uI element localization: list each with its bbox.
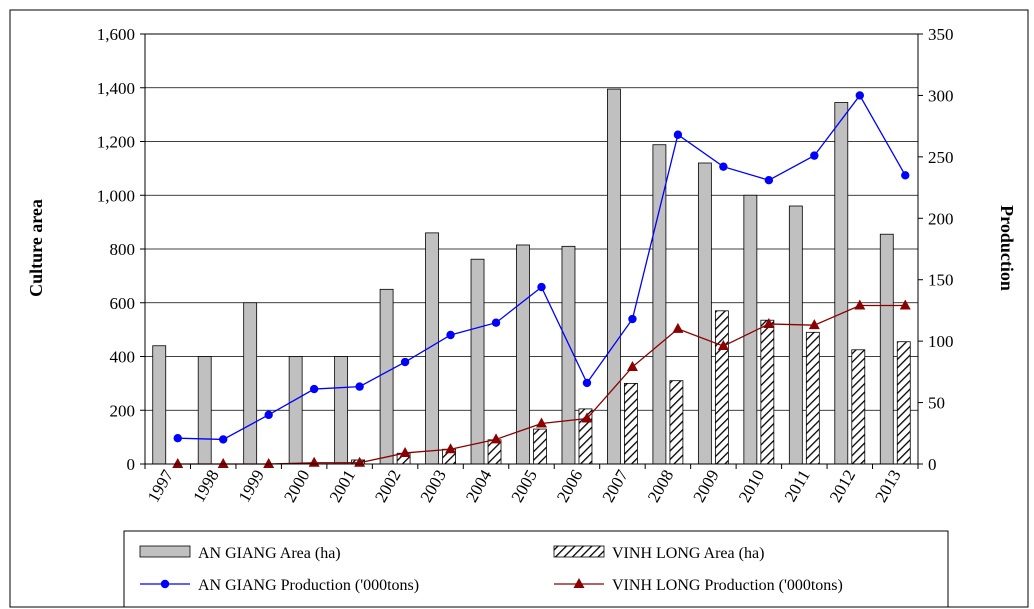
bar <box>152 345 167 465</box>
bar <box>896 341 911 465</box>
legend-label: VINH LONG Production ('000tons) <box>612 577 843 594</box>
y2-axis-title: Production <box>997 205 1017 291</box>
bar <box>743 194 758 465</box>
series-point <box>764 176 774 185</box>
series-point <box>628 314 637 324</box>
series-point <box>808 319 820 330</box>
y2-tick-label: 0 <box>928 455 937 474</box>
bar <box>487 439 502 465</box>
legend-swatch <box>139 545 191 558</box>
y2-tick-label: 250 <box>928 148 954 167</box>
y2-tick-label: 200 <box>928 209 954 228</box>
series-point <box>901 171 910 180</box>
series-point <box>582 378 592 388</box>
series-point <box>217 458 229 468</box>
legend: AN GIANG Area (ha) VINH LONG Area (ha) AN … <box>123 530 949 608</box>
bar <box>624 382 638 465</box>
series-point <box>810 151 819 160</box>
y-tick-label: 1,200 <box>97 133 135 152</box>
bar <box>669 380 684 465</box>
y-tick-label: 600 <box>110 294 136 313</box>
y-tick-label: 0 <box>127 455 136 474</box>
series-point <box>717 340 729 351</box>
bars <box>152 88 911 465</box>
series-point <box>673 130 683 139</box>
series-point <box>855 91 864 100</box>
series-point <box>400 357 410 367</box>
legend-label: VINH LONG Area (ha) <box>612 545 764 562</box>
bar <box>760 319 775 465</box>
legend-label: AN GIANG Production ('000tons) <box>198 577 419 594</box>
series-point <box>445 443 457 454</box>
series-point <box>581 412 593 423</box>
y2-axis-ticks: 0 50 100 150 200 250 300 350 <box>918 25 954 474</box>
y-tick-label: 1,000 <box>97 186 135 205</box>
series-point <box>899 299 911 310</box>
series-point <box>309 384 319 394</box>
y-axis-title: Culture area <box>26 199 46 297</box>
y2-tick-label: 50 <box>928 394 945 413</box>
legend-label: AN GIANG Area (ha) <box>198 545 341 562</box>
bar <box>805 331 820 465</box>
bar <box>243 302 258 465</box>
bar <box>879 233 894 465</box>
series-point <box>672 322 684 333</box>
series-point <box>763 317 775 328</box>
series-point <box>399 446 411 457</box>
series-point <box>172 458 184 468</box>
bar <box>470 258 485 465</box>
series-point <box>491 318 501 327</box>
series-point <box>719 162 728 171</box>
bar <box>561 245 576 465</box>
y-tick-label: 400 <box>110 348 136 367</box>
series-point <box>537 282 546 292</box>
bar <box>379 288 394 465</box>
series-point <box>446 330 455 340</box>
y2-tick-label: 350 <box>928 25 954 44</box>
y2-tick-label: 100 <box>928 332 954 351</box>
y2-tick-label: 150 <box>928 271 954 290</box>
legend-swatch <box>553 545 605 558</box>
y2-tick-label: 300 <box>928 86 954 105</box>
series-point <box>626 360 638 371</box>
series-point <box>264 410 273 420</box>
legend-box <box>123 530 949 608</box>
series-point <box>219 435 228 444</box>
y-tick-label: 1,400 <box>97 79 135 98</box>
bar <box>197 356 212 465</box>
series-point <box>263 458 275 468</box>
axes <box>144 33 919 465</box>
y-tick-label: 200 <box>110 401 136 420</box>
y-axis-ticks: 0 200 400 600 800 1,000 1,200 1,400 1,600 <box>97 25 145 474</box>
bar <box>834 102 849 465</box>
series-point <box>854 299 866 310</box>
bar <box>714 310 729 465</box>
bar <box>533 428 547 465</box>
series-point <box>490 433 502 444</box>
series-point <box>355 382 364 391</box>
legend-marker <box>160 579 170 589</box>
y-tick-label: 800 <box>110 240 136 259</box>
series-point <box>536 417 547 428</box>
bar <box>851 349 866 465</box>
bar <box>334 356 349 465</box>
bar <box>288 356 303 465</box>
legend-marker <box>573 578 585 588</box>
bar <box>607 88 621 465</box>
series-lines <box>172 91 911 468</box>
y-tick-label: 1,600 <box>97 25 135 44</box>
bar <box>788 205 803 465</box>
bar <box>697 162 712 465</box>
series-point <box>173 434 182 443</box>
